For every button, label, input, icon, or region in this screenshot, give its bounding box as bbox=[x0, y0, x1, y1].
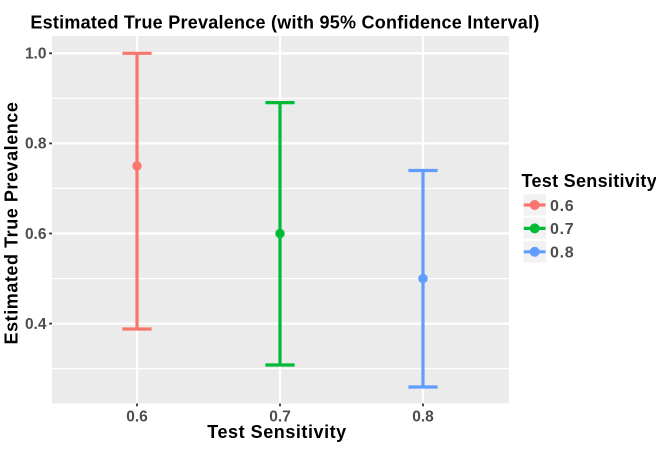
svg-text:0.8: 0.8 bbox=[412, 408, 434, 425]
svg-text:0.8: 0.8 bbox=[25, 136, 47, 153]
svg-text:0.6: 0.6 bbox=[25, 226, 47, 243]
svg-text:Test Sensitivity: Test Sensitivity bbox=[207, 422, 347, 442]
svg-text:0.6: 0.6 bbox=[550, 198, 574, 215]
svg-text:0.4: 0.4 bbox=[25, 316, 47, 333]
svg-text:Test Sensitivity: Test Sensitivity bbox=[522, 171, 656, 191]
svg-text:0.7: 0.7 bbox=[550, 221, 574, 238]
svg-text:1.0: 1.0 bbox=[25, 46, 47, 63]
svg-text:0.7: 0.7 bbox=[269, 408, 291, 425]
svg-text:Estimated True Prevalence (wit: Estimated True Prevalence (with 95% Conf… bbox=[30, 12, 539, 32]
svg-text:0.8: 0.8 bbox=[550, 245, 574, 262]
svg-text:Estimated True Prevalence: Estimated True Prevalence bbox=[2, 102, 22, 345]
svg-text:0.6: 0.6 bbox=[126, 408, 148, 425]
